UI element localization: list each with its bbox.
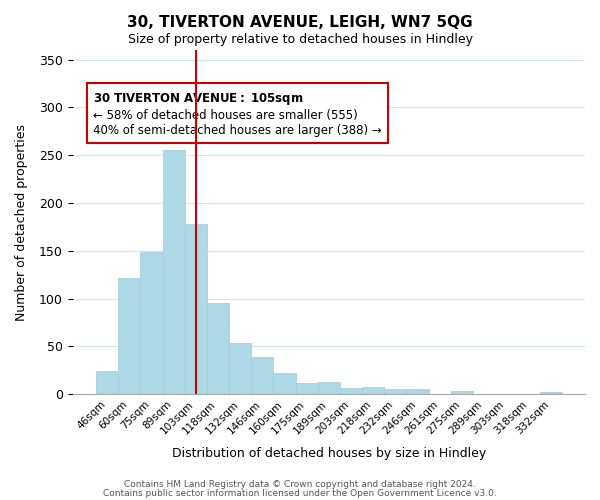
Bar <box>163 150 185 394</box>
Y-axis label: Number of detached properties: Number of detached properties <box>15 124 28 320</box>
Bar <box>96 371 118 394</box>
Bar <box>406 390 428 394</box>
Bar <box>274 373 296 394</box>
Bar <box>229 342 251 394</box>
Bar <box>384 390 406 394</box>
Bar <box>251 357 274 394</box>
Bar <box>140 252 163 394</box>
Bar <box>539 392 562 394</box>
Text: 30, TIVERTON AVENUE, LEIGH, WN7 5QG: 30, TIVERTON AVENUE, LEIGH, WN7 5QG <box>127 15 473 30</box>
Bar <box>296 382 318 394</box>
Text: Contains public sector information licensed under the Open Government Licence v3: Contains public sector information licen… <box>103 488 497 498</box>
X-axis label: Distribution of detached houses by size in Hindley: Distribution of detached houses by size … <box>172 447 486 460</box>
Bar <box>362 388 384 394</box>
Text: $\bf{30\ TIVERTON\ AVENUE:\ 105sqm}$
← 58% of detached houses are smaller (555)
: $\bf{30\ TIVERTON\ AVENUE:\ 105sqm}$ ← 5… <box>93 92 382 138</box>
Text: Size of property relative to detached houses in Hindley: Size of property relative to detached ho… <box>128 32 473 46</box>
Bar <box>207 304 229 394</box>
Bar <box>318 382 340 394</box>
Bar <box>185 224 207 394</box>
Bar <box>118 278 140 394</box>
Bar <box>451 392 473 394</box>
Bar <box>340 388 362 394</box>
Text: Contains HM Land Registry data © Crown copyright and database right 2024.: Contains HM Land Registry data © Crown c… <box>124 480 476 489</box>
